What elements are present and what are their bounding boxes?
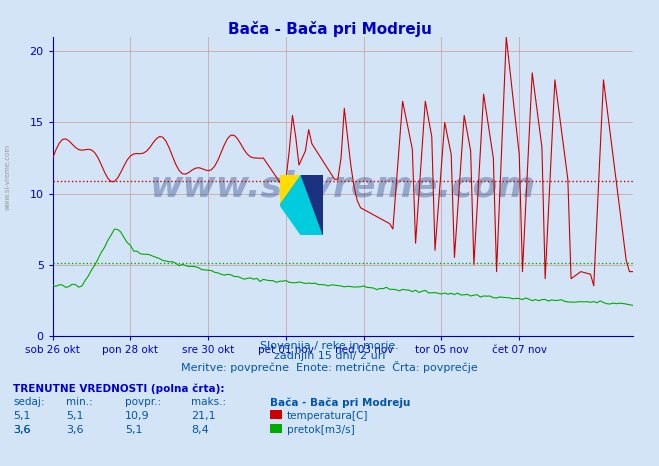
- Polygon shape: [301, 175, 323, 235]
- Text: 21,1: 21,1: [191, 411, 215, 421]
- Text: Bača - Bača pri Modreju: Bača - Bača pri Modreju: [227, 21, 432, 37]
- Text: sedaj:: sedaj:: [13, 397, 45, 407]
- Text: 3,6: 3,6: [13, 425, 31, 435]
- Text: 3,6: 3,6: [13, 425, 31, 435]
- Text: 5,1: 5,1: [125, 425, 143, 435]
- Text: temperatura[C]: temperatura[C]: [287, 411, 368, 421]
- Text: zadnjih 15 dni/ 2 uri: zadnjih 15 dni/ 2 uri: [273, 351, 386, 361]
- Text: www.si-vreme.com: www.si-vreme.com: [150, 170, 536, 203]
- Text: pretok[m3/s]: pretok[m3/s]: [287, 425, 355, 435]
- Text: Slovenija / reke in morje.: Slovenija / reke in morje.: [260, 341, 399, 351]
- Bar: [270, 410, 282, 419]
- Text: povpr.:: povpr.:: [125, 397, 161, 407]
- Polygon shape: [280, 175, 323, 235]
- Text: Bača - Bača pri Modreju: Bača - Bača pri Modreju: [270, 397, 411, 408]
- Polygon shape: [280, 175, 301, 205]
- Text: 5,1: 5,1: [13, 411, 31, 421]
- Text: 5,1: 5,1: [66, 411, 84, 421]
- Text: TRENUTNE VREDNOSTI (polna črta):: TRENUTNE VREDNOSTI (polna črta):: [13, 383, 225, 394]
- Text: 8,4: 8,4: [191, 425, 209, 435]
- Bar: [270, 424, 282, 433]
- Text: min.:: min.:: [66, 397, 93, 407]
- Text: 10,9: 10,9: [125, 411, 150, 421]
- Text: Meritve: povprečne  Enote: metrične  Črta: povprečje: Meritve: povprečne Enote: metrične Črta:…: [181, 361, 478, 373]
- Text: www.si-vreme.com: www.si-vreme.com: [5, 144, 11, 210]
- Text: 3,6: 3,6: [66, 425, 84, 435]
- Text: maks.:: maks.:: [191, 397, 226, 407]
